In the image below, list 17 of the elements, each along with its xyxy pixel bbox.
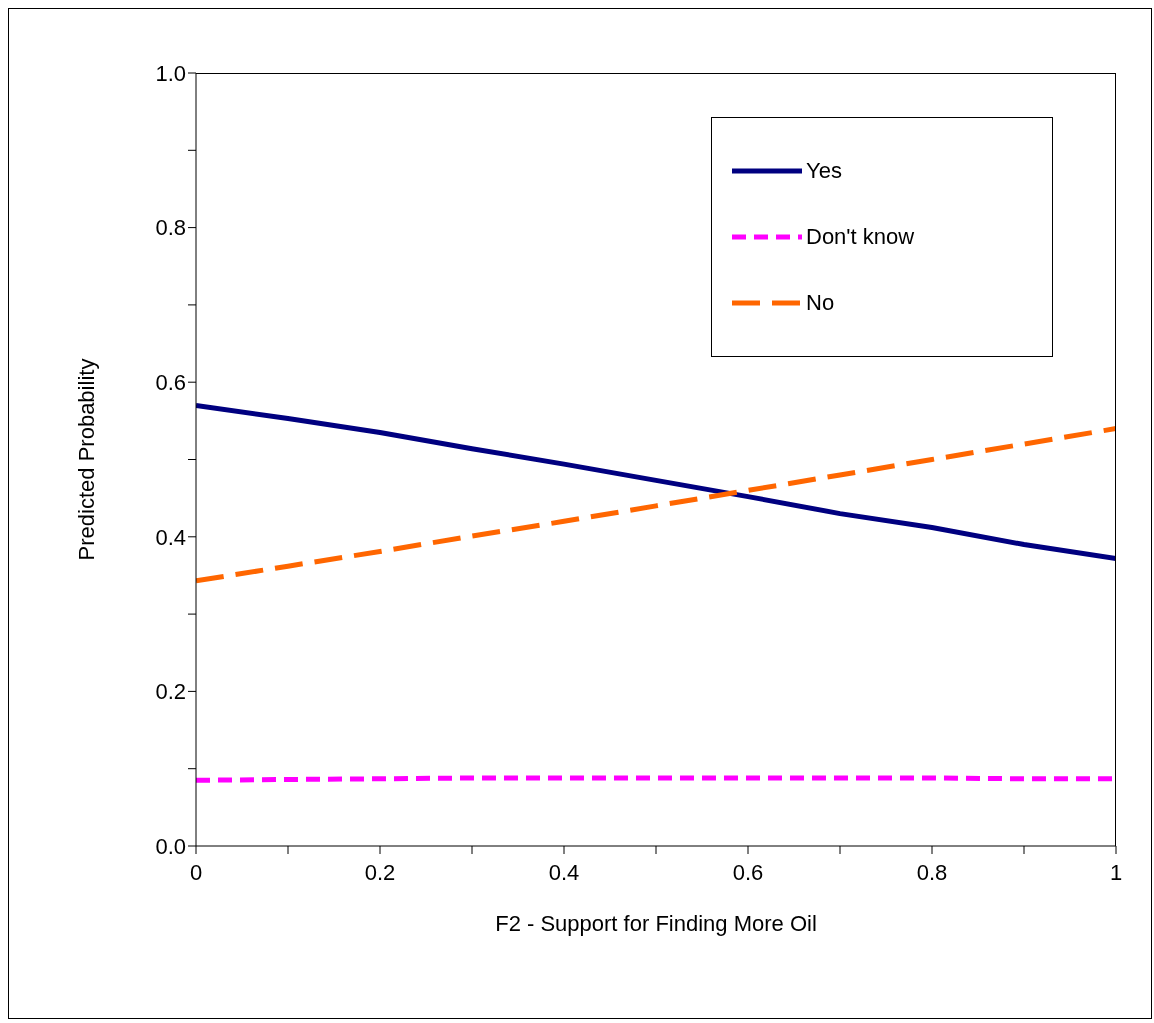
x-tick-label: 0.6 [732, 859, 764, 885]
x-tick-label: 0 [189, 859, 203, 885]
x-tick-label: 0.8 [916, 859, 948, 885]
y-axis-title: Predicted Probability [73, 358, 99, 561]
legend-label: No [806, 290, 835, 316]
x-axis-title: F2 - Support for Finding More Oil [495, 911, 817, 936]
y-tick-label: 0.4 [155, 524, 186, 550]
legend-label: Don't know [806, 224, 915, 250]
y-tick-label: 0.8 [155, 215, 186, 241]
x-tick-label: 1 [1109, 859, 1123, 885]
y-tick-label: 1.0 [155, 60, 186, 86]
y-tick-label: 0.2 [155, 679, 186, 705]
x-tick-label: 0.2 [364, 859, 396, 885]
legend-label: Yes [806, 158, 842, 184]
x-tick-label: 0.4 [548, 859, 580, 885]
y-tick-label: 0.0 [155, 833, 186, 859]
y-tick-label: 0.6 [155, 370, 186, 396]
